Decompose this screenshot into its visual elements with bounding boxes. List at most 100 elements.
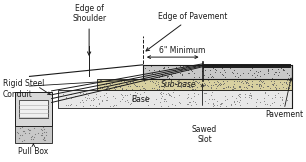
Point — [208, 69, 213, 71]
Point — [256, 80, 261, 82]
Point — [165, 75, 170, 78]
Point — [193, 101, 198, 103]
Point — [179, 74, 184, 77]
Point — [171, 87, 176, 90]
Point — [156, 85, 161, 87]
Point — [212, 70, 217, 73]
Point — [285, 72, 290, 74]
Point — [210, 104, 215, 107]
Point — [135, 85, 140, 87]
Point — [220, 66, 225, 69]
Point — [238, 87, 243, 90]
Point — [209, 86, 214, 88]
Point — [236, 84, 241, 87]
Point — [173, 71, 177, 74]
Point — [209, 87, 214, 89]
Point — [43, 134, 48, 137]
Point — [250, 84, 255, 87]
Point — [110, 94, 115, 97]
Point — [173, 104, 178, 106]
Point — [258, 79, 263, 82]
Point — [31, 138, 35, 140]
Point — [87, 97, 91, 99]
Point — [213, 87, 218, 90]
Point — [215, 104, 219, 106]
Point — [91, 99, 95, 101]
Point — [148, 76, 153, 79]
Point — [211, 84, 216, 87]
Point — [234, 80, 239, 82]
Point — [29, 136, 34, 138]
Point — [224, 98, 229, 100]
Point — [129, 80, 134, 83]
Bar — [19, 100, 48, 118]
Point — [128, 81, 133, 83]
Point — [143, 95, 148, 98]
Point — [239, 81, 244, 84]
Point — [97, 101, 102, 104]
Point — [245, 79, 250, 82]
Point — [246, 93, 251, 96]
Bar — [143, 65, 292, 79]
Point — [240, 80, 244, 83]
Point — [170, 103, 174, 106]
Point — [32, 133, 37, 135]
Point — [198, 83, 203, 85]
Point — [107, 87, 112, 89]
Point — [183, 66, 188, 69]
Point — [88, 98, 93, 101]
Point — [247, 83, 252, 86]
Point — [91, 104, 95, 107]
Point — [143, 87, 148, 90]
Point — [67, 104, 72, 106]
Point — [181, 83, 185, 86]
Point — [154, 80, 159, 82]
Point — [116, 84, 121, 87]
Point — [88, 103, 93, 106]
Point — [166, 67, 171, 70]
Point — [128, 85, 132, 87]
Point — [103, 80, 108, 82]
Point — [120, 87, 125, 89]
Point — [165, 81, 170, 83]
Point — [214, 69, 218, 72]
Point — [103, 98, 108, 101]
Point — [272, 93, 277, 96]
Point — [231, 80, 236, 82]
Point — [160, 73, 165, 76]
Point — [238, 85, 243, 87]
Point — [128, 103, 133, 105]
Point — [230, 71, 234, 73]
Point — [286, 87, 291, 90]
Point — [78, 92, 83, 94]
Point — [228, 85, 233, 88]
Point — [159, 91, 164, 93]
Point — [233, 87, 237, 89]
Point — [269, 80, 274, 83]
Point — [102, 83, 107, 86]
Point — [17, 137, 22, 139]
Point — [222, 87, 227, 89]
Point — [42, 139, 47, 141]
Point — [100, 98, 105, 101]
Point — [72, 95, 77, 98]
Point — [218, 103, 222, 105]
Point — [264, 103, 269, 106]
Point — [95, 97, 100, 100]
Point — [178, 65, 183, 67]
Point — [218, 84, 222, 86]
Point — [286, 74, 291, 76]
Point — [287, 80, 292, 83]
Point — [273, 84, 278, 87]
Point — [150, 87, 155, 89]
Point — [256, 82, 261, 85]
Point — [287, 84, 292, 87]
Point — [144, 95, 149, 97]
Point — [285, 66, 290, 68]
Point — [242, 86, 247, 88]
Point — [263, 103, 268, 105]
Point — [280, 68, 285, 70]
Point — [204, 84, 209, 87]
Point — [94, 105, 99, 107]
Point — [269, 77, 274, 79]
